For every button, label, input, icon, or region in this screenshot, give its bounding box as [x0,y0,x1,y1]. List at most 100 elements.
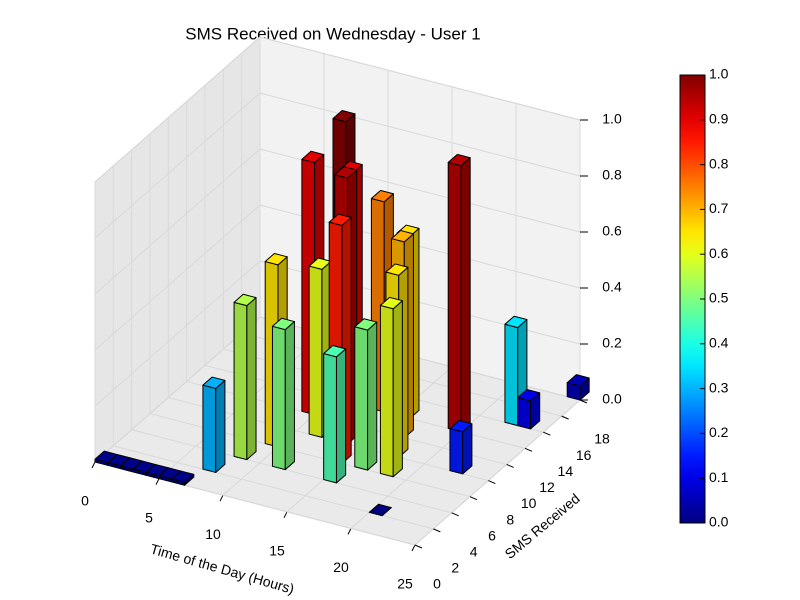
bar [517,389,541,430]
colorbar-tick-label: 0.6 [709,245,729,261]
colorbar-tick-label: 0.2 [709,424,729,440]
y-tick [488,480,496,485]
colorbar-tick-label: 0.3 [709,379,729,395]
bar-front [354,326,369,471]
z-tick-label: 0.0 [602,391,622,407]
bar-top [368,503,392,517]
y-tick-label: 0 [433,576,441,592]
bar-top [566,374,590,387]
x-tick-label: 25 [397,576,413,592]
bar-side [246,297,257,461]
bar [379,296,403,478]
colorbar-tick-label: 0.8 [709,155,729,171]
bar-top [334,166,358,179]
bar-front [308,265,323,438]
bar-front [379,304,394,478]
grid-line [94,92,581,239]
z-tick-label: 0.4 [602,279,622,295]
bar-top [328,213,352,226]
bar-front [202,384,217,473]
x-tick-label: 0 [81,493,89,509]
z-tick-label: 0.2 [602,335,622,351]
x-tick-label: 20 [333,559,349,575]
colorbar-tick-label: 0.5 [709,290,729,306]
grid-line [94,260,581,407]
grid-line [94,36,581,183]
x-tick [283,511,288,519]
z-tick-label: 0.6 [602,223,622,239]
y-tick-label: 4 [470,543,478,559]
bar-front [517,397,532,430]
bar [566,374,590,401]
bar-top [271,317,295,331]
x-tick [219,494,224,502]
bar-front [233,301,248,461]
bar-top [264,252,288,266]
bar-top [385,263,409,276]
bar-side [392,300,403,478]
bar-top [379,296,403,310]
z-tick-label: 0.8 [602,167,622,183]
y-tick [433,528,441,533]
y-tick [543,431,551,436]
y-tick [506,463,514,468]
y-tick [524,447,533,452]
bar-top [449,420,473,433]
bar-front [323,353,337,484]
colorbar-tick-label: 1.0 [709,66,729,82]
bar [233,293,257,461]
bar-top [202,376,226,389]
grid-line [94,204,581,351]
bar [449,420,473,475]
x-tick-label: 15 [269,543,285,559]
bar-top [370,189,394,203]
bar-top [233,293,257,307]
y-tick-label: 16 [576,447,592,463]
x-tick [411,544,416,552]
chart-title: SMS Received on Wednesday - User 1 [185,24,480,43]
bar-top [447,153,471,167]
x-tick [91,461,96,469]
bar-side [215,379,226,473]
y-tick-label: 10 [521,495,537,511]
bar [368,503,392,517]
y-tick-label: 14 [558,463,574,479]
bar-front [504,323,519,427]
y-tick-label: 8 [506,511,514,527]
colorbar-tick-label: 0.9 [709,111,729,127]
y-tick [451,512,459,517]
bar-top [171,470,195,483]
bar-side [284,321,295,471]
bar [271,317,295,471]
bar-top [301,150,325,164]
colorbar-tick-label: 0.1 [709,469,729,485]
y-tick-label: 2 [451,560,459,576]
grid-line [94,316,581,463]
bar-side [367,321,378,471]
y-tick [561,415,569,420]
bar-front [271,325,286,471]
bar-top [332,109,356,123]
x-tick-label: 10 [205,526,221,542]
bar [202,376,226,473]
y-tick-label: 6 [488,527,496,543]
colorbar-tick-label: 0.4 [709,335,729,351]
bar-top [390,230,414,243]
bar-front [447,161,462,433]
x-tick [347,528,352,535]
y-tick [414,544,423,549]
bar-top [504,315,528,329]
x-tick [155,478,160,485]
colorbar-tick-label: 0.7 [709,200,729,216]
y-tick-label: 18 [594,431,610,447]
y-tick [469,496,478,501]
bar-top [517,389,541,402]
colorbar-tick-label: 0.0 [709,514,729,530]
bar [323,345,347,484]
bar-front [449,428,464,475]
bar-top [323,345,347,358]
bar [354,318,378,471]
bar [171,470,195,486]
